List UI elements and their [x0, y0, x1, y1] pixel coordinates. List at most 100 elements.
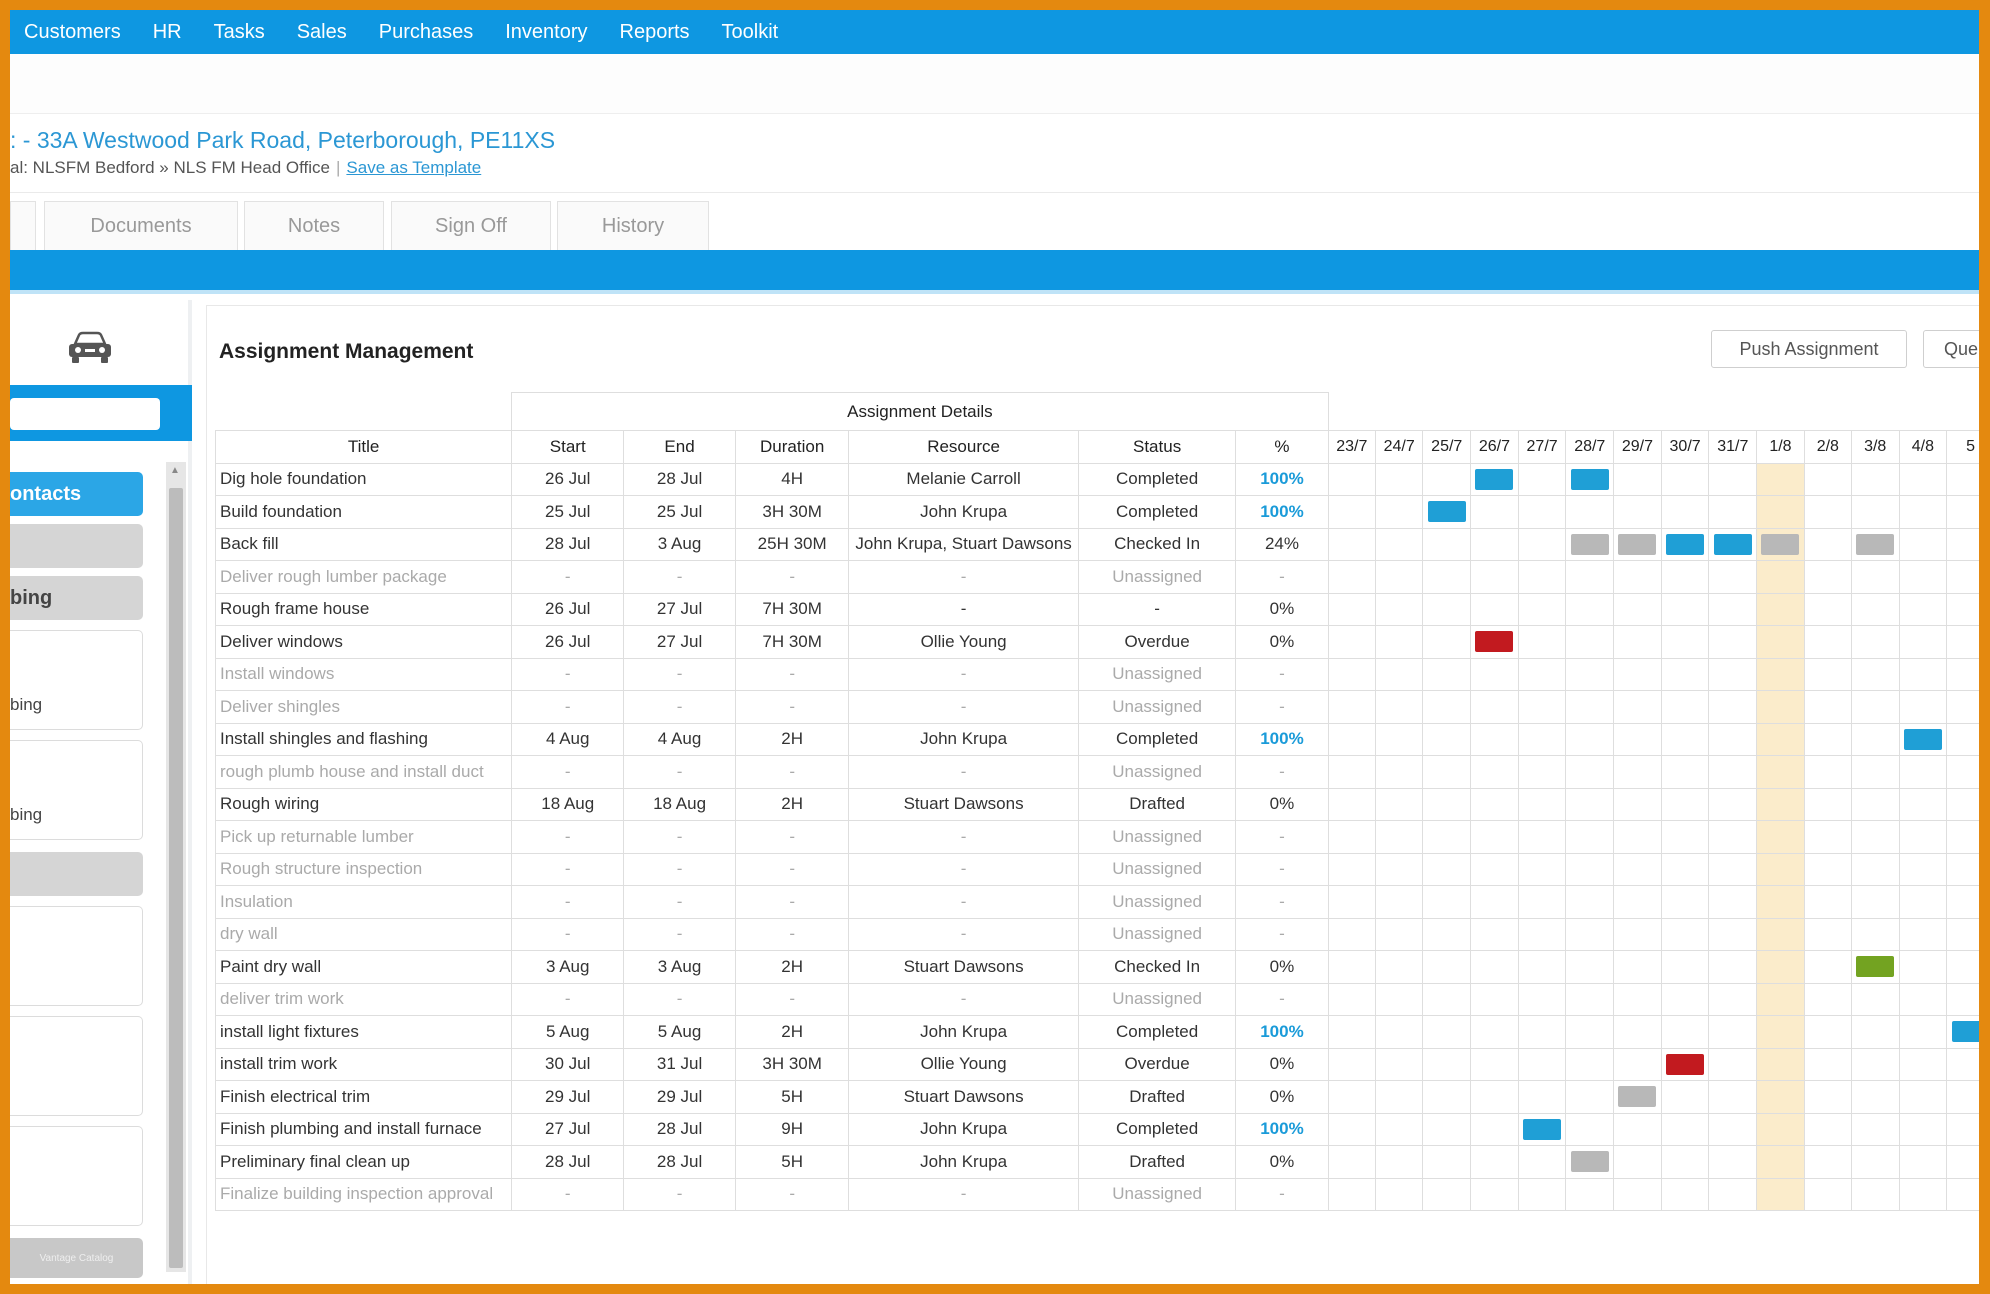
sidebar-card[interactable]: bing — [10, 630, 143, 730]
timeline-cell — [1660, 1145, 1710, 1179]
sidebar-scroll-thumb[interactable] — [169, 488, 183, 1268]
column-header-status[interactable]: Status — [1077, 430, 1237, 464]
timeline-cell — [1613, 950, 1662, 984]
column-header-title[interactable]: Title — [214, 430, 513, 464]
table-row[interactable]: Pick up returnable lumber - - - - Unassigned - — [214, 820, 1979, 854]
cell-title: Rough structure inspection — [214, 852, 513, 886]
sidebar-item-plumbing[interactable]: bing — [10, 576, 143, 620]
cell-duration: - — [734, 917, 850, 951]
gantt-bar-gray[interactable] — [1570, 1151, 1609, 1173]
table-row[interactable]: Install shingles and flashing 4 Aug 4 Aug 2… — [214, 722, 1979, 756]
table-row[interactable]: Install windows - - - - Unassigned - — [214, 657, 1979, 691]
gantt-bar-blue[interactable] — [1903, 728, 1942, 750]
table-row[interactable]: install trim work 30 Jul 31 Jul 3H 30M Ollie… — [214, 1047, 1979, 1081]
gantt-bar-gray[interactable] — [1570, 533, 1609, 555]
cell-start: 5 Aug — [511, 1015, 625, 1049]
gantt-bar-blue[interactable] — [1570, 468, 1609, 490]
table-row[interactable]: Rough frame house 26 Jul 27 Jul 7H 30M - -0% — [214, 592, 1979, 626]
gantt-bar-gray[interactable] — [1761, 533, 1800, 555]
timeline-cell — [1898, 755, 1948, 789]
sidebar-item-contacts[interactable]: ontacts — [10, 472, 143, 516]
cell-status: Completed — [1077, 722, 1237, 756]
nav-item-sales[interactable]: Sales — [296, 20, 347, 43]
car-icon[interactable] — [65, 330, 115, 366]
queue-button[interactable]: Que — [1923, 330, 1979, 368]
column-header-resource[interactable]: Resource — [848, 430, 1079, 464]
timeline-cell — [1660, 1080, 1710, 1114]
gantt-bar-gray[interactable] — [1856, 533, 1895, 555]
table-row[interactable]: rough plumb house and install duct - - - - Un… — [214, 755, 1979, 789]
gantt-bar-blue[interactable] — [1523, 1118, 1562, 1140]
column-header-start[interactable]: Start — [511, 430, 625, 464]
nav-item-toolkit[interactable]: Toolkit — [721, 20, 779, 43]
timeline-cell — [1613, 982, 1662, 1016]
gantt-bar-red[interactable] — [1666, 1053, 1705, 1075]
timeline-cell — [1374, 1047, 1424, 1081]
column-header-duration[interactable]: Duration — [734, 430, 850, 464]
column-header-percent[interactable]: % — [1235, 430, 1329, 464]
sidebar-card[interactable] — [10, 906, 143, 1006]
timeline-cell — [1470, 462, 1519, 496]
cell-title: Rough wiring — [214, 787, 513, 821]
table-row[interactable]: Rough structure inspection - - - - Unassigned… — [214, 852, 1979, 886]
table-row[interactable]: Deliver windows 26 Jul 27 Jul 7H 30M Ollie Y… — [214, 625, 1979, 659]
table-row[interactable]: dry wall - - - - Unassigned - — [214, 917, 1979, 951]
sidebar-card[interactable]: bing — [10, 740, 143, 840]
app-window: Customers HR Tasks Sales Purchases Inventory R… — [10, 10, 1979, 1284]
tab-notes[interactable]: Notes — [244, 201, 384, 251]
save-as-template-link[interactable]: Save as Template — [346, 158, 482, 177]
sidebar-search-input[interactable] — [10, 398, 160, 430]
nav-item-hr[interactable]: HR — [152, 20, 182, 43]
gantt-bar-blue[interactable] — [1475, 468, 1514, 490]
cell-pct: 100% — [1235, 1112, 1329, 1146]
timeline-cell — [1708, 690, 1758, 724]
push-assignment-button[interactable]: Push Assignment — [1711, 330, 1907, 368]
tab-documents[interactable]: Documents — [44, 201, 238, 251]
cell-pct: 24% — [1235, 527, 1329, 561]
gantt-bar-red[interactable] — [1475, 631, 1514, 653]
timeline-cell — [1660, 1177, 1710, 1211]
nav-item-reports[interactable]: Reports — [619, 20, 690, 43]
table-row[interactable]: Deliver rough lumber package - - - - Unassign… — [214, 560, 1979, 594]
table-row[interactable]: Dig hole foundation 26 Jul 28 Jul 4H Melanie… — [214, 462, 1979, 496]
nav-item-tasks[interactable]: Tasks — [213, 20, 265, 43]
table-row[interactable]: Deliver shingles - - - - Unassigned - — [214, 690, 1979, 724]
nav-item-inventory[interactable]: Inventory — [505, 20, 588, 43]
table-row[interactable]: Back fill 28 Jul 3 Aug 25H 30M John Krupa, S… — [214, 527, 1979, 561]
table-row[interactable]: deliver trim work - - - - Unassigned - — [214, 982, 1979, 1016]
column-header-end[interactable]: End — [623, 430, 736, 464]
timeline-cell — [1660, 885, 1710, 919]
cell-start: 28 Jul — [511, 527, 625, 561]
gantt-bar-blue[interactable] — [1427, 501, 1466, 523]
table-row[interactable]: Preliminary final clean up 28 Jul 28 Jul 5H… — [214, 1145, 1979, 1179]
tab-sign-off[interactable]: Sign Off — [391, 201, 551, 251]
table-row[interactable]: Rough wiring 18 Aug 18 Aug 2H Stuart Dawsons… — [214, 787, 1979, 821]
table-row[interactable]: Insulation - - - - Unassigned - — [214, 885, 1979, 919]
nav-item-customers[interactable]: Customers — [24, 20, 121, 43]
sidebar-footer-button[interactable]: Vantage Catalog — [10, 1238, 143, 1278]
sidebar-item-blank[interactable] — [10, 524, 143, 568]
tab-partial[interactable] — [10, 201, 36, 251]
table-row[interactable]: Finalize building inspection approval - - -… — [214, 1177, 1979, 1211]
gantt-bar-gray[interactable] — [1618, 533, 1657, 555]
gantt-bar-green[interactable] — [1856, 956, 1895, 978]
gantt-bar-blue[interactable] — [1951, 1021, 1979, 1043]
cell-duration: 2H — [734, 722, 850, 756]
table-row[interactable]: Build foundation 25 Jul 25 Jul 3H 30M John K… — [214, 495, 1979, 529]
gantt-bar-gray[interactable] — [1618, 1086, 1657, 1108]
cell-resource: - — [848, 755, 1079, 789]
scroll-up-arrow-icon[interactable]: ▲ — [170, 465, 180, 476]
timeline-cell — [1327, 560, 1376, 594]
table-row[interactable]: Finish electrical trim 29 Jul 29 Jul 5H Stua… — [214, 1080, 1979, 1114]
table-row[interactable]: install light fixtures 5 Aug 5 Aug 2H John K… — [214, 1015, 1979, 1049]
timeline-cell — [1374, 1177, 1424, 1211]
nav-item-purchases[interactable]: Purchases — [378, 20, 474, 43]
sidebar-card[interactable] — [10, 1016, 143, 1116]
gantt-bar-blue[interactable] — [1666, 533, 1705, 555]
sidebar-item-blank[interactable] — [10, 852, 143, 896]
tab-history[interactable]: History — [557, 201, 709, 251]
table-row[interactable]: Paint dry wall 3 Aug 3 Aug 2H Stuart Dawsons… — [214, 950, 1979, 984]
sidebar-card[interactable] — [10, 1126, 143, 1226]
table-row[interactable]: Finish plumbing and install furnace 27 Ju… — [214, 1112, 1979, 1146]
gantt-bar-blue[interactable] — [1713, 533, 1752, 555]
